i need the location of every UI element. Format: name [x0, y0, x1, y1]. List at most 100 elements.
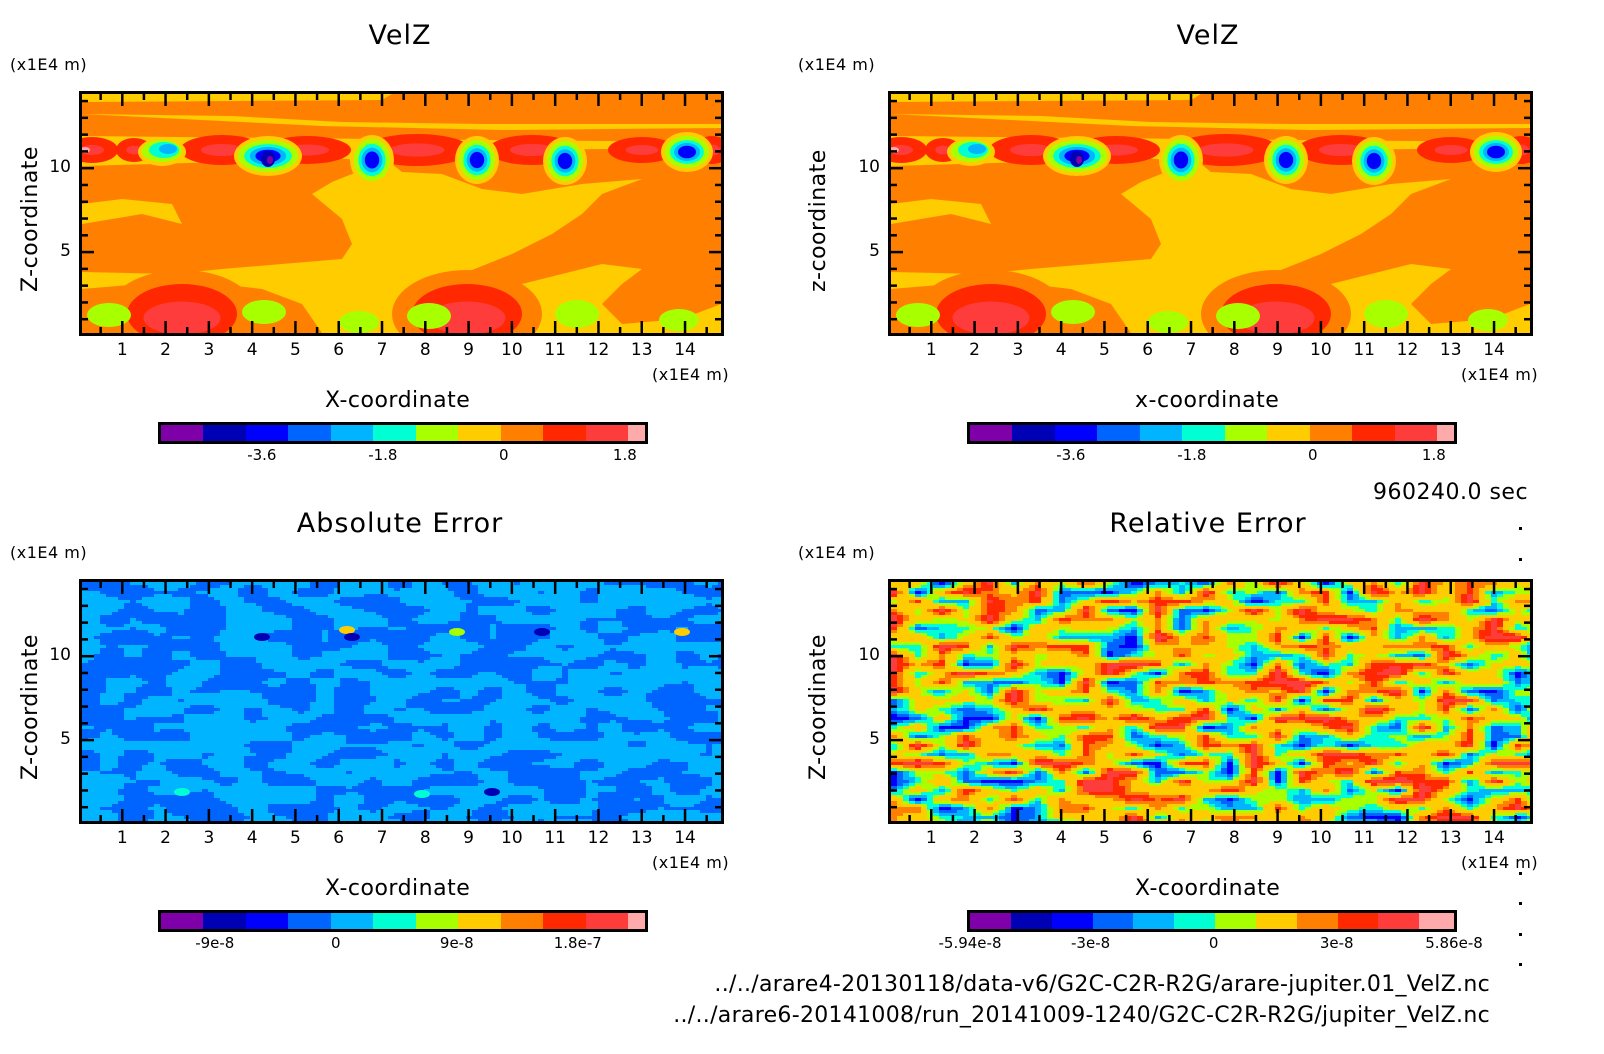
field-cell [1023, 717, 1029, 720]
field-cell [1455, 702, 1467, 705]
field-cell [196, 582, 232, 585]
field-cell [1335, 636, 1341, 639]
field-cell [1479, 588, 1491, 591]
field-cell [1239, 663, 1245, 666]
field-cell [1287, 627, 1317, 630]
field-cell [1449, 669, 1455, 672]
field-cell [1227, 714, 1257, 717]
field-cell [951, 705, 963, 708]
field-cell [1383, 636, 1389, 639]
field-cell [1329, 690, 1335, 693]
field-cell [1167, 591, 1173, 594]
field-cell [1047, 645, 1089, 648]
field-cell [580, 771, 622, 774]
field-cell [1455, 636, 1461, 639]
field-cell [1329, 675, 1335, 678]
field-cell [1107, 717, 1113, 720]
field-cell [1281, 612, 1287, 615]
field-cell [1527, 717, 1530, 720]
field-cell [670, 732, 721, 735]
field-cell [1497, 744, 1503, 747]
x-tick-label: 10 [501, 340, 523, 360]
field-cell [1047, 705, 1107, 708]
field-cell [921, 741, 933, 744]
field-cell [580, 600, 598, 603]
field-cell [1017, 690, 1023, 693]
field-cell [550, 630, 586, 633]
field-cell [1359, 627, 1371, 630]
field-cell [975, 741, 981, 744]
field-cell [909, 666, 933, 669]
field-cell [226, 801, 310, 804]
field-cell [340, 597, 400, 600]
field-cell [981, 744, 1017, 747]
field-cell [1029, 669, 1035, 672]
field-cell [909, 711, 915, 714]
field-cell [1191, 639, 1215, 642]
field-cell [154, 594, 172, 597]
field-cell [508, 774, 580, 777]
field-cell [1431, 582, 1443, 585]
field-cell [1437, 705, 1443, 708]
field-cell [340, 585, 388, 588]
field-cell [1041, 600, 1053, 603]
field-cell [1161, 687, 1173, 690]
field-cell [352, 771, 454, 774]
field-cell [1425, 696, 1431, 699]
field-cell [544, 795, 586, 798]
field-cell [1347, 582, 1371, 585]
field-cell [1185, 618, 1191, 621]
field-cell [1191, 687, 1203, 690]
field-cell [124, 708, 184, 711]
field-cell [214, 675, 286, 678]
field-cell [1005, 582, 1011, 585]
field-cell [945, 747, 951, 750]
field-cell [1515, 591, 1530, 594]
field-cell [1275, 717, 1299, 720]
field-cell [1185, 606, 1203, 609]
field-cell [172, 636, 190, 639]
field-cell [1161, 690, 1167, 693]
field-cell [1515, 666, 1521, 669]
field-cell [939, 744, 945, 747]
field-cell [1173, 663, 1179, 666]
field-cell [1443, 672, 1449, 675]
field-cell [268, 765, 316, 768]
field-cell [939, 627, 969, 630]
field-cell [1065, 678, 1071, 681]
field-cell [1203, 606, 1209, 609]
field-cell [1149, 744, 1155, 747]
field-cell [1065, 600, 1071, 603]
field-cell [909, 600, 915, 603]
field-cell [969, 741, 975, 744]
field-cell [1449, 711, 1461, 714]
field-cell [1221, 705, 1227, 708]
field-cell [334, 705, 364, 708]
field-cell [993, 690, 999, 693]
field-cell [292, 723, 370, 726]
field-cell [1317, 708, 1323, 711]
field-cell [316, 765, 334, 768]
field-cell [652, 720, 664, 723]
field-cell [388, 585, 412, 588]
field-cell [1203, 723, 1221, 726]
field-cell [1125, 696, 1131, 699]
field-cell [951, 678, 969, 681]
field-cell [460, 747, 478, 750]
field-cell [532, 726, 550, 729]
field-cell [148, 585, 190, 588]
field-cell [1521, 717, 1527, 720]
field-cell [1281, 744, 1293, 747]
field-cell [1383, 633, 1389, 636]
field-cell [1377, 612, 1413, 615]
field-cell [1191, 660, 1227, 663]
field-cell [1503, 693, 1509, 696]
field-cell [1107, 669, 1113, 672]
field-cell [1311, 729, 1335, 732]
field-cell [969, 690, 975, 693]
field-cell [1269, 618, 1281, 621]
field-cell [268, 588, 298, 591]
field-cell [1065, 753, 1071, 756]
x-tick-label: 5 [290, 828, 301, 848]
field-cell [891, 651, 897, 654]
